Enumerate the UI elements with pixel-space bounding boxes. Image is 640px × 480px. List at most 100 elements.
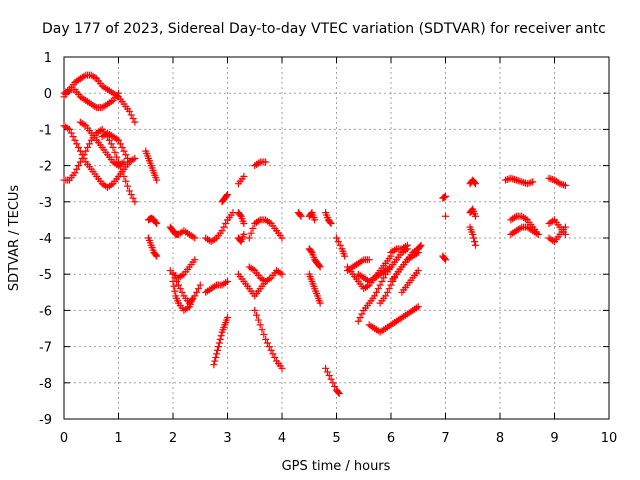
data-series: [322, 364, 343, 398]
data-series: [387, 241, 411, 256]
data-series: [60, 71, 139, 126]
data-point: [217, 332, 225, 340]
data-point: [471, 241, 479, 249]
data-point: [442, 212, 449, 220]
data-point: [315, 262, 323, 270]
data-point: [188, 296, 196, 304]
x-tick-label: 4: [278, 431, 286, 446]
data-point: [171, 287, 179, 295]
data-point: [378, 277, 386, 285]
data-point: [115, 89, 122, 97]
data-point: [376, 281, 384, 289]
data-point: [85, 140, 93, 148]
y-axis-ticks: 1 0 -1 -2 -3 -4 -5 -6 -7 -8 -9: [39, 51, 609, 428]
y-tick-label: -5: [39, 268, 52, 283]
data-point: [441, 255, 449, 263]
data-point: [520, 178, 528, 186]
data-point: [210, 361, 218, 369]
x-tick-label: 7: [441, 431, 449, 446]
data-point: [471, 178, 479, 186]
data-point: [297, 212, 305, 220]
data-point: [561, 223, 569, 231]
data-series: [545, 223, 569, 246]
data-point: [215, 339, 223, 347]
data-point: [331, 382, 339, 390]
data-series: [218, 191, 231, 206]
data-point: [527, 178, 535, 186]
data-point: [501, 176, 509, 184]
y-tick-label: -2: [39, 160, 52, 175]
data-point: [296, 211, 304, 219]
data-point: [65, 125, 73, 133]
data-series: [76, 118, 128, 170]
data-point: [403, 241, 411, 249]
data-point: [387, 263, 395, 271]
y-tick-label: -7: [39, 341, 52, 356]
data-series: [507, 223, 542, 238]
data-point: [442, 256, 449, 264]
y-tick-label: -6: [39, 304, 52, 319]
data-point: [80, 151, 88, 159]
data-point: [71, 169, 79, 177]
data-point: [256, 321, 264, 329]
data-series: [144, 234, 161, 260]
data-point: [211, 357, 219, 365]
data-series: [305, 270, 324, 307]
data-point: [258, 326, 266, 334]
data-point: [109, 144, 117, 151]
data-series: [202, 277, 231, 296]
data-series: [60, 86, 122, 112]
data-point: [470, 234, 478, 242]
data-point: [178, 288, 186, 296]
data-point: [523, 180, 531, 188]
data-point: [122, 151, 130, 159]
data-point: [265, 343, 273, 351]
data-point: [120, 172, 128, 180]
data-point: [334, 238, 342, 246]
chart-title: Day 177 of 2023, Sidereal Day-to-day VTE…: [42, 21, 606, 37]
data-point: [334, 388, 342, 396]
data-point: [441, 193, 449, 201]
data-point: [269, 350, 277, 358]
data-point: [224, 277, 231, 285]
data-point: [152, 218, 160, 226]
data-point: [267, 346, 275, 354]
data-series: [144, 214, 161, 228]
data-point: [131, 154, 139, 162]
data-point: [69, 133, 77, 141]
data-point: [322, 364, 330, 372]
data-point: [129, 115, 137, 123]
data-series: [466, 223, 479, 249]
data-point: [371, 292, 379, 300]
data-point: [417, 241, 425, 249]
y-tick-label: 0: [44, 87, 52, 102]
data-point: [174, 281, 182, 289]
data-point: [442, 192, 449, 200]
data-point: [316, 299, 324, 307]
data-point: [67, 129, 75, 137]
data-point: [107, 140, 115, 148]
data-series: [251, 306, 286, 372]
data-point: [196, 281, 204, 289]
data-point: [127, 191, 135, 199]
data-point: [414, 267, 422, 275]
data-point: [503, 175, 511, 183]
data-series: [398, 267, 422, 296]
data-point: [511, 175, 519, 183]
data-point: [125, 158, 133, 166]
data-point: [507, 174, 515, 182]
data-point: [341, 252, 349, 260]
data-point: [105, 136, 113, 144]
data-point: [111, 148, 119, 156]
data-point: [416, 242, 424, 250]
data-point: [223, 192, 231, 200]
data-point: [118, 168, 126, 176]
data-point: [152, 251, 160, 259]
data-point: [525, 179, 533, 187]
data-point: [214, 346, 222, 354]
data-series: [354, 263, 395, 285]
data-point: [212, 353, 220, 361]
data-series: [545, 174, 569, 190]
data-series: [466, 176, 479, 188]
data-point: [325, 372, 333, 380]
